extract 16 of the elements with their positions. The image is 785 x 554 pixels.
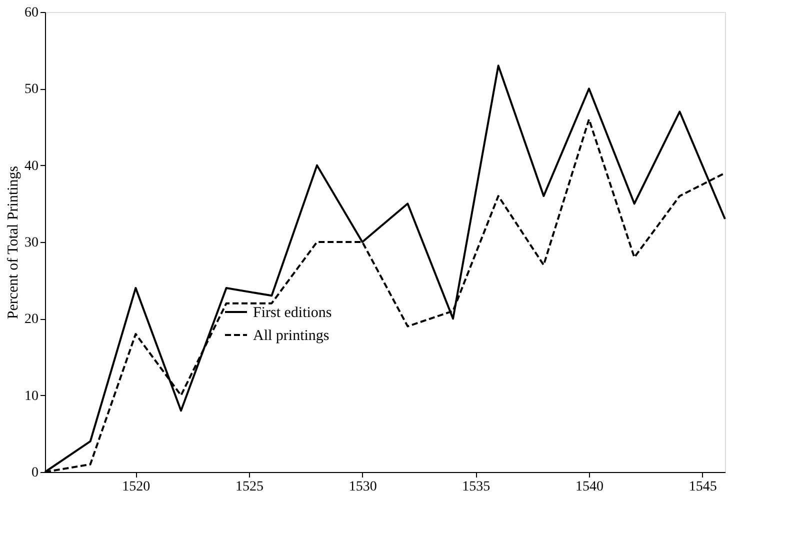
- x-tick-label: 1530: [348, 480, 377, 494]
- legend-label: All printings: [253, 328, 330, 344]
- y-tick-label: 60: [24, 6, 38, 20]
- x-tick-label: 1535: [462, 480, 490, 494]
- y-tick-label: 0: [32, 466, 38, 480]
- y-tick-label: 40: [24, 158, 38, 174]
- x-tick-label: 1525: [236, 480, 264, 494]
- y-tick-label: 20: [24, 312, 38, 328]
- y-tick-label: 10: [24, 388, 38, 404]
- x-tick-label: 1540: [576, 480, 604, 494]
- y-axis-title: Percent of Total Printings: [6, 166, 22, 320]
- x-tick-label: 1545: [688, 480, 717, 494]
- x-tick-label: 1520: [122, 480, 150, 494]
- legend-label: First editions: [253, 305, 332, 321]
- y-tick-label: 50: [24, 82, 38, 98]
- y-tick-label: 30: [24, 236, 38, 250]
